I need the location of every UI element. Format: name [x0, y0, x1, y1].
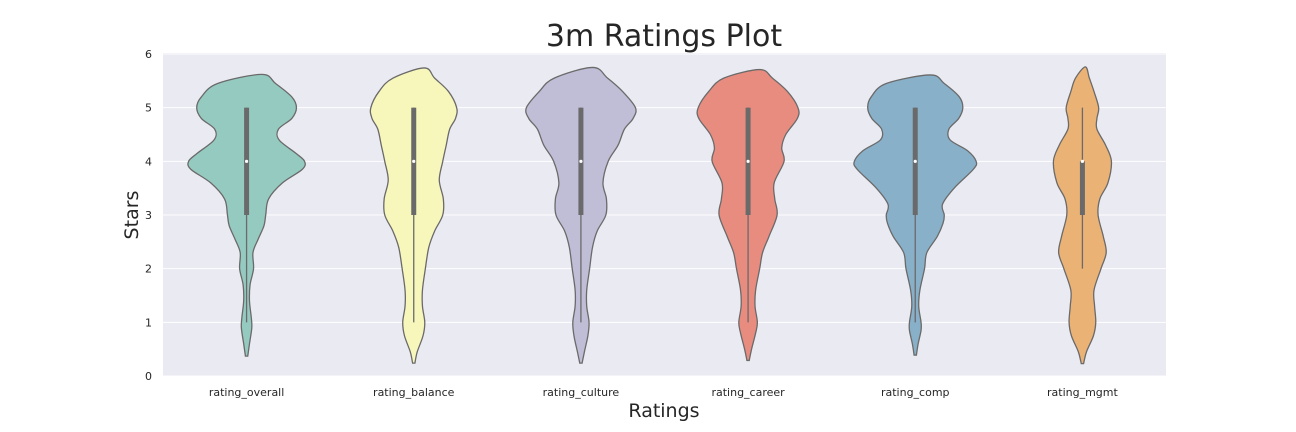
x-tick-label-rating_career: rating_career — [711, 386, 785, 399]
x-tick-label-rating_comp: rating_comp — [881, 386, 950, 399]
violins — [187, 66, 1113, 365]
y-tick-label-6: 6 — [145, 48, 152, 61]
x-axis-label: Ratings — [628, 400, 699, 422]
median-point-rating_career — [746, 159, 750, 163]
x-tick-label-rating_culture: rating_culture — [543, 386, 620, 399]
x-tick-labels: rating_overall rating_balance rating_cultu… — [209, 386, 1119, 399]
y-tick-label-4: 4 — [145, 155, 152, 168]
y-tick-label-5: 5 — [145, 102, 152, 115]
x-tick-label-rating_balance: rating_balance — [373, 386, 455, 399]
median-point-rating_overall — [244, 159, 249, 163]
median-point-rating_balance — [412, 159, 416, 163]
x-tick-label-rating_mgmt: rating_mgmt — [1047, 386, 1118, 399]
median-point-rating_culture — [579, 159, 583, 163]
y-tick-label-0: 0 — [145, 370, 152, 383]
chart-title: 3m Ratings Plot — [546, 19, 783, 54]
iqr-box-rating_mgmt — [1079, 161, 1085, 215]
median-point-rating_mgmt — [1080, 159, 1085, 163]
y-tick-labels: 0 1 2 3 4 5 6 — [145, 48, 152, 383]
y-tick-label-2: 2 — [145, 263, 152, 276]
grid-lines — [163, 53, 1166, 377]
y-tick-label-1: 1 — [145, 316, 152, 329]
x-tick-label-rating_overall: rating_overall — [209, 386, 284, 399]
y-axis-label: Stars — [121, 191, 143, 240]
median-point-rating_comp — [913, 159, 917, 163]
y-tick-label-3: 3 — [145, 209, 152, 222]
